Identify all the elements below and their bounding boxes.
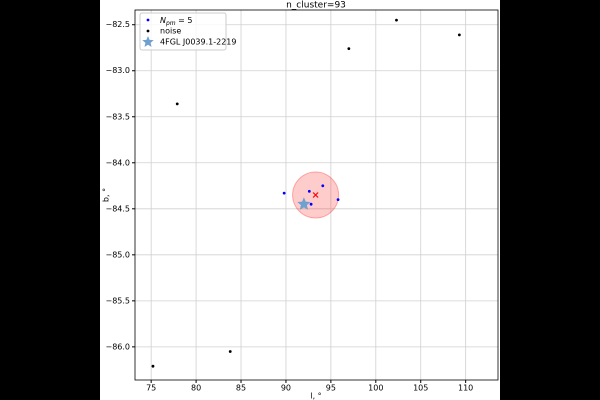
point bbox=[395, 18, 398, 22]
legend-label: 4FGL J0039.1-2219 bbox=[160, 38, 237, 47]
x-tick-label: 75 bbox=[146, 384, 156, 393]
source-star bbox=[297, 197, 311, 210]
x-tick-label: 90 bbox=[281, 384, 291, 393]
y-tick-label: −83.0 bbox=[105, 66, 130, 75]
point bbox=[457, 33, 461, 37]
centroid-stroke bbox=[312, 192, 319, 198]
legend-marker bbox=[146, 29, 150, 33]
point bbox=[347, 47, 351, 51]
point bbox=[151, 364, 155, 368]
centroid bbox=[312, 192, 319, 198]
y-tick-label: −82.5 bbox=[105, 20, 130, 29]
figure bbox=[100, 0, 500, 400]
x-tick-label: 100 bbox=[368, 384, 383, 393]
point bbox=[336, 198, 340, 202]
legend-marker bbox=[142, 36, 154, 47]
chart-title: n_cluster=93 bbox=[286, 1, 346, 11]
point bbox=[175, 102, 179, 106]
x-tick-label: 105 bbox=[413, 384, 428, 393]
legend-label: Npm = 5 bbox=[160, 16, 193, 28]
point bbox=[309, 202, 313, 206]
plot-frame bbox=[134, 9, 499, 381]
legend-label-part: pm bbox=[165, 20, 176, 27]
legend-label: noise bbox=[160, 27, 181, 36]
y-tick-label: −85.5 bbox=[105, 296, 130, 305]
legend-label-part: N bbox=[160, 16, 166, 25]
point bbox=[228, 350, 232, 353]
x-tick-label: 80 bbox=[191, 384, 201, 393]
y-tick-label: −84.0 bbox=[105, 158, 130, 167]
x-tick-label: 110 bbox=[458, 384, 473, 393]
point bbox=[321, 184, 325, 188]
x-tick-label: 95 bbox=[326, 384, 336, 393]
x-axis-label: l, ° bbox=[310, 392, 321, 400]
y-tick-label: −86.0 bbox=[105, 342, 130, 351]
y-tick-label: −83.5 bbox=[105, 112, 130, 121]
legend-box bbox=[139, 12, 227, 51]
y-tick-label: −84.5 bbox=[105, 204, 130, 213]
y-tick-label: −85.0 bbox=[105, 250, 130, 259]
y-axis-label: b, ° bbox=[102, 188, 111, 202]
point bbox=[282, 191, 286, 195]
x-tick-label: 85 bbox=[236, 384, 246, 393]
point bbox=[307, 189, 311, 193]
legend-marker bbox=[146, 18, 150, 22]
legend-label-part: = 5 bbox=[176, 16, 193, 25]
